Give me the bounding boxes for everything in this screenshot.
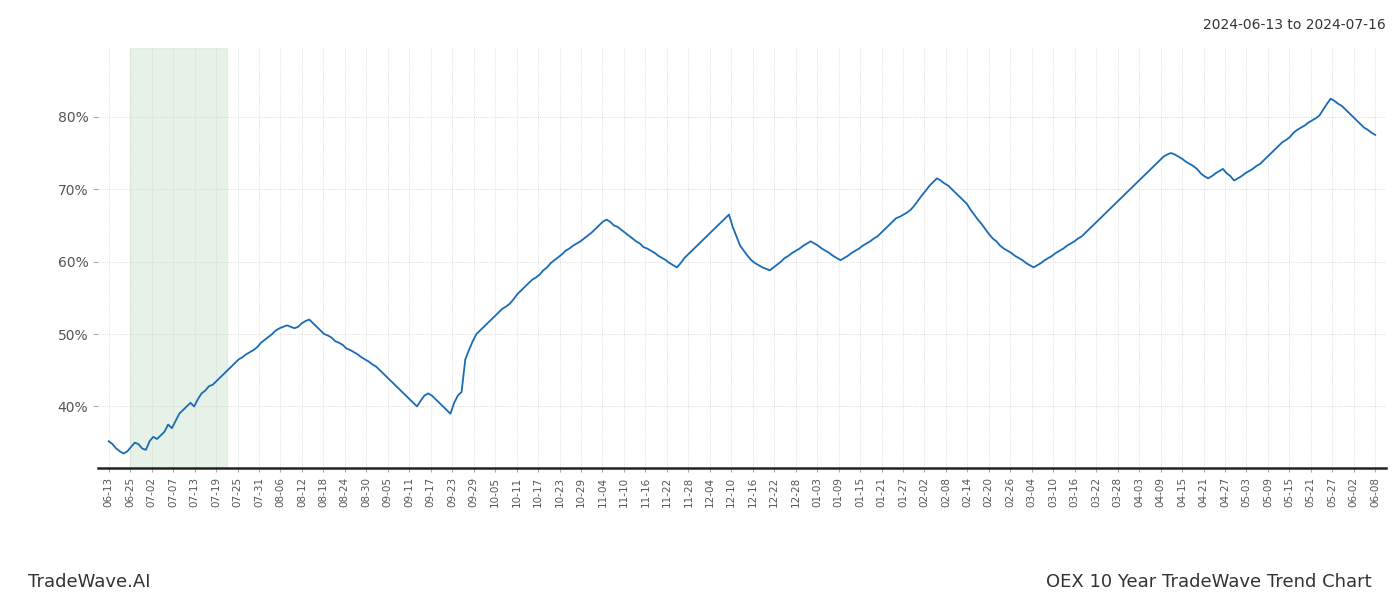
Text: TradeWave.AI: TradeWave.AI xyxy=(28,573,151,591)
Text: 2024-06-13 to 2024-07-16: 2024-06-13 to 2024-07-16 xyxy=(1203,18,1386,32)
Text: OEX 10 Year TradeWave Trend Chart: OEX 10 Year TradeWave Trend Chart xyxy=(1046,573,1372,591)
Bar xyxy=(130,48,227,468)
